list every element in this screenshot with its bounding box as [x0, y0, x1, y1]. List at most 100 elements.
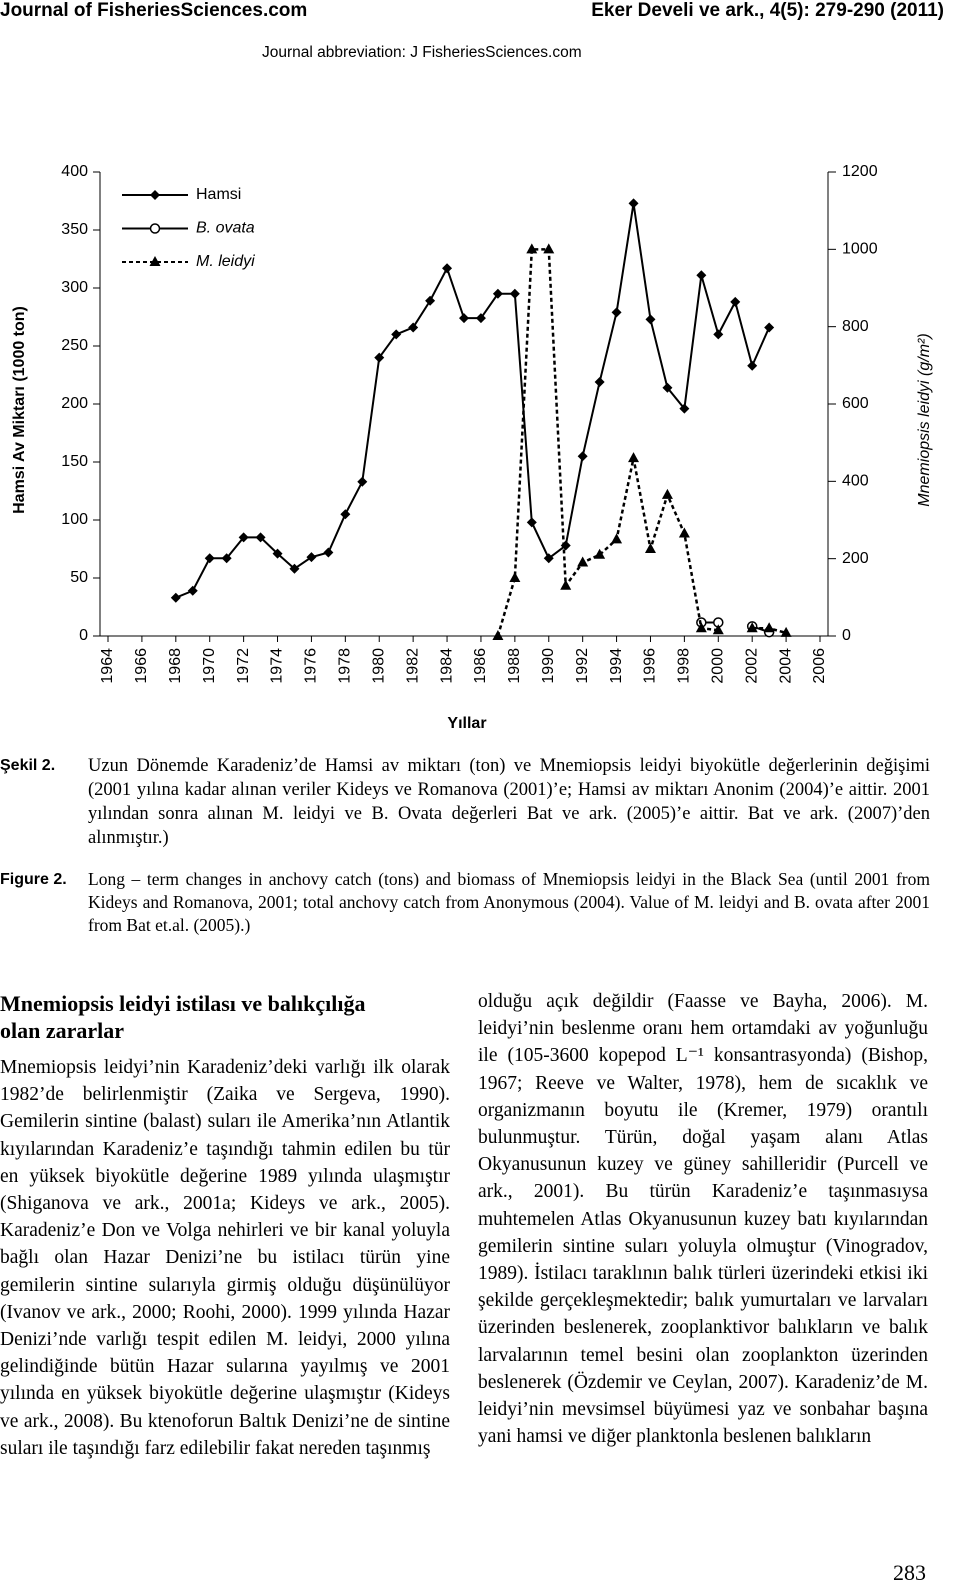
paragraph: Mnemiopsis leidyi’nin Karadeniz’deki var… — [0, 1057, 450, 1459]
y-tick-label: 200 — [61, 395, 88, 412]
data-point — [509, 572, 521, 582]
x-tick-label: 1964 — [99, 648, 116, 684]
data-point — [678, 527, 690, 538]
data-point — [221, 553, 232, 564]
data-point — [289, 563, 300, 574]
x-tick-label: 1984 — [438, 648, 455, 684]
x-tick-label: 2002 — [743, 648, 760, 684]
data-point — [696, 270, 707, 281]
x-tick-label: 1976 — [303, 648, 320, 684]
x-tick-label: 2004 — [777, 648, 794, 684]
caption-tr: Şekil 2. Uzun Dönemde Karadeniz’de Hamsi… — [0, 754, 930, 850]
data-point — [713, 329, 724, 340]
series-line — [175, 203, 771, 599]
section-heading: Mnemiopsis leidyi istilası ve balıkçılığ… — [0, 991, 366, 1043]
caption-label: Figure 2. — [0, 871, 67, 888]
data-point — [408, 322, 419, 333]
x-tick-label: 1972 — [235, 648, 252, 684]
x-tick-label: 2000 — [710, 648, 727, 684]
y-tick-label: 250 — [61, 337, 88, 354]
x-tick-label: 1966 — [133, 648, 150, 684]
x-tick-label: 1988 — [506, 648, 523, 684]
caption-label: Şekil 2. — [0, 757, 56, 774]
x-tick-label: 1998 — [676, 648, 693, 684]
right-column: olduğu açık değildir (Faasse ve Bayha, 2… — [478, 991, 928, 1448]
x-axis-title: Yıllar — [447, 715, 486, 732]
data-point — [323, 547, 334, 558]
data-point — [594, 548, 606, 559]
y-tick-label: 350 — [61, 221, 88, 238]
data-point — [187, 585, 198, 596]
series-line — [701, 621, 770, 634]
x-tick-label: 1990 — [540, 648, 557, 684]
data-point — [425, 295, 436, 306]
data-point — [611, 307, 622, 318]
data-point — [747, 360, 758, 371]
data-point — [374, 352, 385, 363]
data-point — [391, 329, 402, 340]
data-point — [644, 543, 656, 553]
x-tick-label: 1970 — [201, 648, 218, 684]
data-point — [255, 532, 266, 543]
data-point — [526, 243, 538, 254]
data-point — [442, 263, 453, 274]
y2-axis-title: Mnemiopsis leidyi (g/m²) — [916, 333, 933, 506]
data-point — [272, 548, 283, 559]
data-point — [645, 314, 656, 325]
y-tick-label: 100 — [61, 511, 88, 528]
page-number: 283 — [893, 1560, 926, 1585]
data-point — [679, 403, 690, 414]
y2-tick-label: 600 — [842, 395, 869, 412]
data-point — [509, 288, 520, 299]
data-point — [763, 622, 775, 633]
citation: Eker Develi ve ark., 4(5): 279-290 (2011… — [591, 0, 944, 21]
data-point — [459, 313, 469, 324]
legend-label: B. ovata — [196, 220, 255, 237]
data-point — [780, 626, 792, 637]
x-tick-label: 1994 — [608, 648, 625, 684]
y-tick-label: 0 — [79, 627, 88, 644]
data-point — [560, 579, 572, 590]
journal-name: Journal of FisheriesSciences.com — [0, 0, 308, 21]
data-point — [611, 533, 623, 544]
y2-tick-label: 1200 — [842, 163, 878, 180]
chart: Yıllar Hamsi Av Miktarı (1000 ton) Mnemi… — [11, 163, 933, 732]
y2-tick-label: 400 — [842, 473, 869, 490]
data-point — [695, 622, 707, 633]
x-tick-label: 1980 — [370, 648, 387, 684]
data-point — [543, 553, 554, 564]
series-line — [496, 248, 787, 637]
data-point — [204, 553, 215, 564]
y-tick-label: 400 — [61, 163, 88, 180]
data-point — [628, 198, 639, 209]
data-point — [730, 296, 741, 307]
data-point — [662, 382, 673, 393]
legend-label: M. leidyi — [196, 253, 255, 270]
data-point — [628, 452, 640, 463]
y2-tick-label: 1000 — [842, 241, 878, 258]
y2-tick-label: 800 — [842, 318, 869, 335]
legend-marker — [149, 256, 161, 266]
data-point — [661, 488, 673, 499]
data-point — [170, 592, 181, 603]
data-point — [594, 376, 605, 387]
data-point — [306, 552, 317, 563]
data-point — [357, 476, 368, 487]
y-tick-label: 300 — [61, 279, 88, 296]
y-tick-label: 150 — [61, 453, 88, 470]
legend-marker — [150, 190, 160, 200]
legend-marker — [149, 223, 161, 234]
data-point — [577, 451, 588, 462]
y-axis-title: Hamsi Av Miktarı (1000 ton) — [11, 306, 28, 514]
x-tick-label: 1986 — [472, 648, 489, 684]
data-point — [577, 556, 589, 567]
data-point — [475, 313, 486, 324]
x-tick-label: 2006 — [811, 648, 828, 684]
y-tick-label: 50 — [70, 569, 88, 586]
data-point — [712, 624, 724, 635]
data-point — [543, 243, 555, 254]
x-tick-label: 1996 — [642, 648, 659, 684]
y2-tick-label: 0 — [842, 627, 851, 644]
data-point — [526, 517, 537, 528]
